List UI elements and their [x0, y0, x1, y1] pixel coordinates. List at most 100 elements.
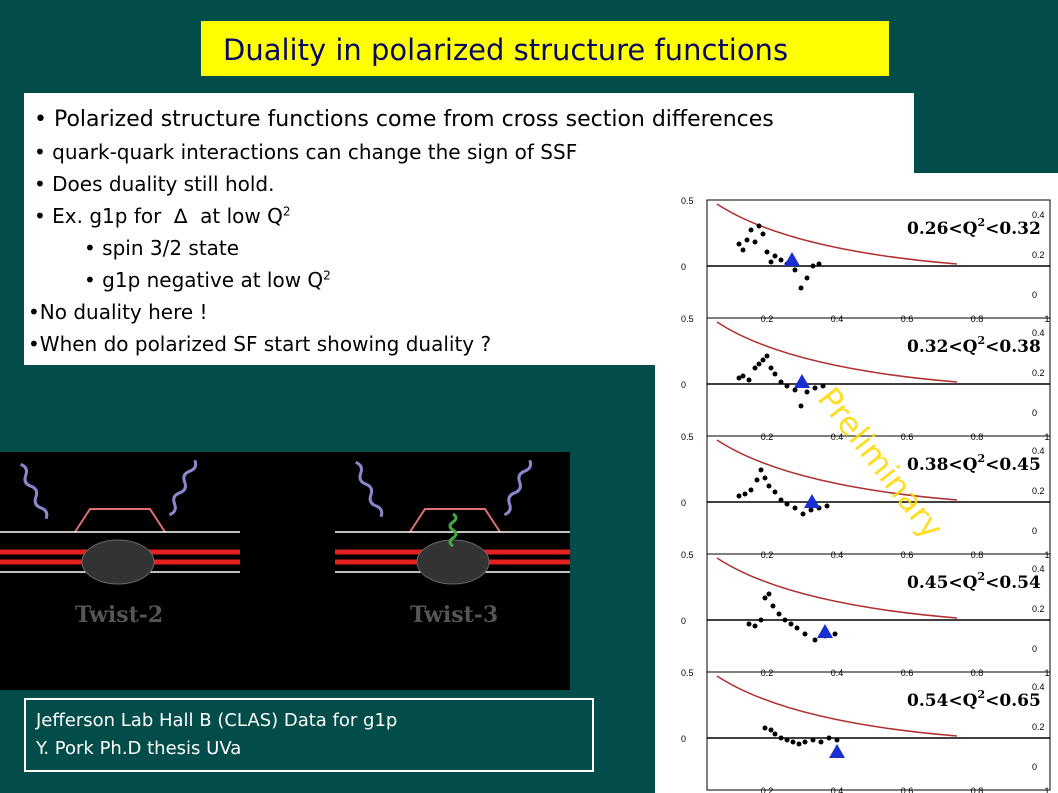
right-tick-label: 0 [1032, 408, 1037, 418]
x-tick-label: 0.2 [761, 550, 774, 560]
x-tick-label: 0.8 [971, 668, 984, 678]
panel-label: 0.45<Q2<0.54 [907, 570, 1041, 593]
x-tick-label: 0.4 [831, 668, 844, 678]
x-tick-label: 0.6 [901, 668, 914, 678]
right-tick-label: 0 [1032, 644, 1037, 654]
data-point [778, 379, 784, 385]
data-point [752, 365, 758, 371]
g1-plot-panel: g1 0.26<Q2<0.320.500.40.200.20.40.60.810… [655, 173, 1058, 793]
panel-label: 0.38<Q2<0.45 [907, 452, 1041, 475]
data-point [792, 387, 798, 393]
data-point [762, 595, 768, 601]
data-point [752, 623, 758, 629]
credit-line-1: Jefferson Lab Hall B (CLAS) Data for g1p [36, 710, 398, 731]
data-point [798, 285, 804, 291]
data-point [832, 631, 838, 637]
right-tick-label: 0.4 [1032, 682, 1045, 692]
bound-curve [716, 675, 958, 737]
data-point [762, 725, 768, 731]
right-tick-label: 0 [1032, 762, 1037, 772]
data-point [802, 631, 808, 637]
x-tick-label: 0.2 [761, 786, 774, 793]
right-tick-label: 0 [1032, 526, 1037, 536]
right-tick-label: 0.4 [1032, 446, 1045, 456]
panel-label: 0.32<Q2<0.38 [907, 334, 1041, 357]
left-tick-label: 0.5 [681, 432, 694, 442]
bullet-item: •When do polarized SF start showing dual… [28, 332, 492, 356]
data-point [742, 491, 748, 497]
left-tick-label: 0 [681, 734, 686, 744]
data-point [816, 261, 822, 267]
data-point [798, 403, 804, 409]
bullet-item: • spin 3/2 state [84, 236, 240, 260]
data-point [752, 239, 758, 245]
right-tick-label: 0.4 [1032, 328, 1045, 338]
left-tick-label: 0 [681, 380, 686, 390]
data-point [772, 731, 778, 737]
data-point [740, 247, 746, 253]
x-tick-label: 0.8 [971, 314, 984, 324]
panel-frame [706, 317, 1051, 437]
panel-frame [706, 199, 1051, 319]
data-point [812, 385, 818, 391]
data-point [784, 737, 790, 743]
data-point [776, 611, 782, 617]
bound-curve [716, 557, 958, 619]
data-point [818, 739, 824, 745]
x-tick-label: 0.6 [901, 550, 914, 560]
right-tick-label: 0.4 [1032, 210, 1045, 220]
bound-curve [716, 321, 958, 383]
data-point [754, 477, 760, 483]
data-point [834, 737, 840, 743]
twist3-diagram: Twist-3 [335, 459, 570, 628]
g1-plot: g1 0.26<Q2<0.320.500.40.200.20.40.60.810… [655, 173, 1051, 793]
left-tick-label: 0 [681, 616, 686, 626]
bullet-item: • Ex. g1p for ∆ at low Q2 [34, 204, 291, 228]
data-point [788, 621, 794, 627]
right-tick-label: 0.2 [1032, 604, 1045, 614]
x-tick-label: 0.6 [901, 314, 914, 324]
data-point [746, 621, 752, 627]
data-point [762, 475, 768, 481]
data-point [790, 739, 796, 745]
bullet-item: • quark-quark interactions can change th… [34, 140, 578, 164]
bullet-item: •No duality here ! [28, 300, 208, 324]
data-point [796, 741, 802, 747]
data-point [760, 231, 766, 237]
right-tick-label: 0.4 [1032, 564, 1045, 574]
x-tick-label: 0.8 [971, 432, 984, 442]
data-point [772, 371, 778, 377]
bound-curve [716, 203, 958, 265]
panel-label: 0.54<Q2<0.65 [907, 688, 1041, 711]
data-point [756, 361, 762, 367]
x-tick-label: 0.4 [831, 432, 844, 442]
x-tick-label: 0.4 [831, 550, 844, 560]
data-point [804, 275, 810, 281]
data-point [782, 617, 788, 623]
slide-title: Duality in polarized structure functions [223, 33, 789, 67]
data-point [736, 241, 742, 247]
data-point [748, 227, 754, 233]
right-tick-label: 0 [1032, 290, 1037, 300]
data-point [792, 505, 798, 511]
feynman-diagrams: Twist-2 Twist-3 [0, 459, 570, 628]
twist-diagram: Twist-2 Twist-3 [0, 452, 570, 690]
data-point [784, 383, 790, 389]
x-tick-label: 0.2 [761, 668, 774, 678]
data-point [794, 625, 800, 631]
x-tick-label: 0.8 [971, 550, 984, 560]
bullet-item: • Polarized structure functions come fro… [34, 107, 774, 132]
twist2-diagram: Twist-2 [0, 459, 240, 628]
data-point [748, 487, 754, 493]
data-point [768, 365, 774, 371]
data-point [802, 739, 808, 745]
data-point [766, 591, 772, 597]
right-tick-label: 0.2 [1032, 250, 1045, 260]
data-point [800, 511, 806, 517]
x-tick-label: 0.2 [761, 314, 774, 324]
left-tick-label: 0.5 [681, 196, 694, 206]
triangle-marker [829, 744, 845, 758]
data-point [772, 253, 778, 259]
right-tick-label: 0.2 [1032, 722, 1045, 732]
left-tick-label: 0 [681, 262, 686, 272]
